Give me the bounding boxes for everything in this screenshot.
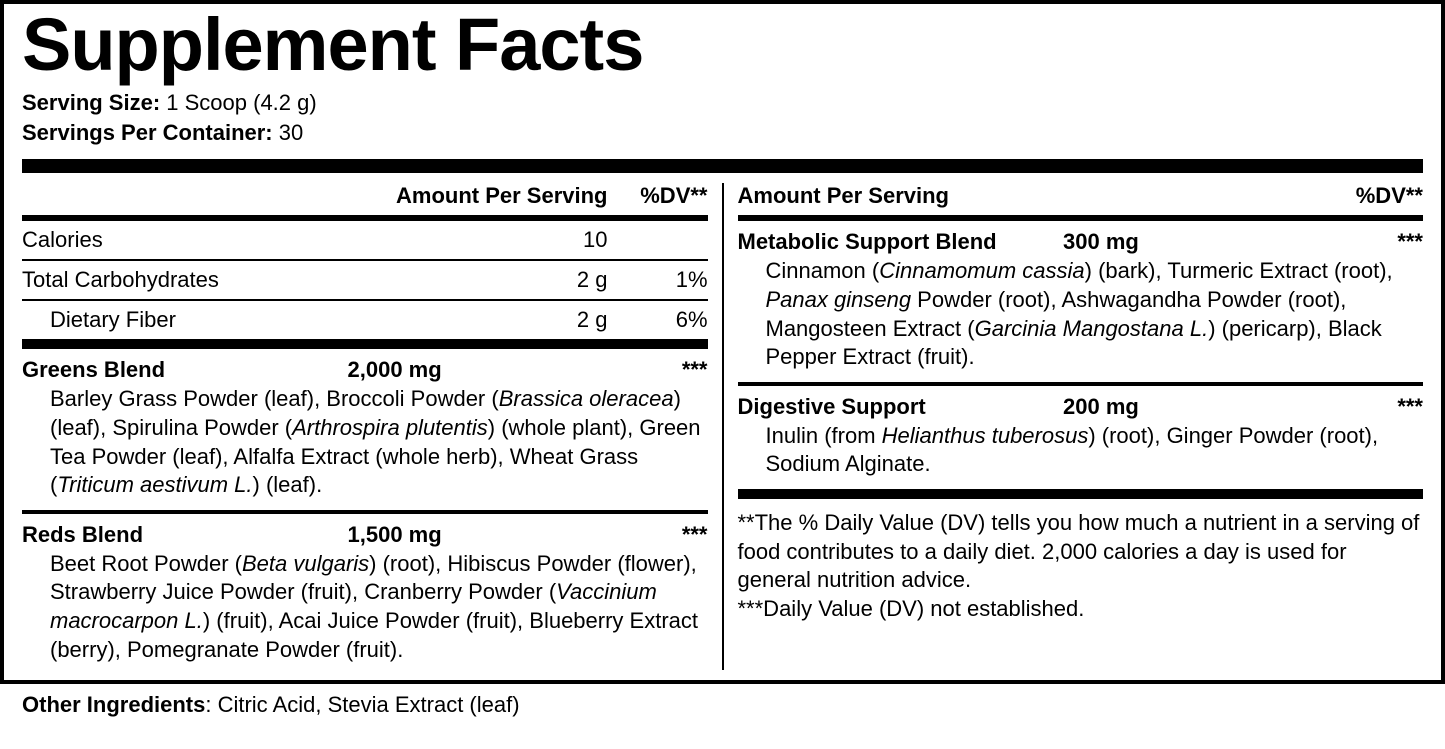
blend-amount: 2,000 mg xyxy=(308,357,608,383)
blend-dv: *** xyxy=(608,357,708,383)
serving-size-value: 1 Scoop (4.2 g) xyxy=(166,90,316,115)
blend-digestive: Digestive Support 200 mg *** Inulin (fro… xyxy=(738,386,1424,499)
blend-amount: 1,500 mg xyxy=(308,522,608,548)
blend-dv: *** xyxy=(1323,394,1423,420)
blend-name: Reds Blend xyxy=(22,522,308,548)
footnotes: **The % Daily Value (DV) tells you how m… xyxy=(738,499,1424,633)
servings-per-label: Servings Per Container: xyxy=(22,120,273,145)
other-ingredients-value: : Citric Acid, Stevia Extract (leaf) xyxy=(205,692,519,717)
nutrient-dv xyxy=(608,227,708,253)
header-amount: Amount Per Serving xyxy=(348,183,608,209)
other-ingredients-line: Other Ingredients: Citric Acid, Stevia E… xyxy=(0,684,1445,720)
nutrient-amount: 10 xyxy=(348,227,608,253)
nutrient-dv: 6% xyxy=(608,307,708,333)
header-dv: %DV** xyxy=(1323,183,1423,209)
blend-greens: Greens Blend 2,000 mg *** Barley Grass P… xyxy=(22,349,708,513)
blend-ingredients: Beet Root Powder (Beta vulgaris) (root),… xyxy=(22,548,708,666)
other-ingredients-label: Other Ingredients xyxy=(22,692,205,717)
nutrient-name: Total Carbohydrates xyxy=(22,267,348,293)
blend-metabolic: Metabolic Support Blend 300 mg *** Cinna… xyxy=(738,221,1424,385)
nutrient-dv: 1% xyxy=(608,267,708,293)
nutrient-name: Calories xyxy=(22,227,348,253)
column-right: Amount Per Serving %DV** Metabolic Suppo… xyxy=(724,179,1424,674)
columns: Amount Per Serving %DV** Calories 10 Tot… xyxy=(22,179,1423,674)
panel-title: Supplement Facts xyxy=(22,8,1423,82)
column-header-right: Amount Per Serving %DV** xyxy=(738,179,1424,221)
serving-size-line: Serving Size: 1 Scoop (4.2 g) xyxy=(22,88,1423,118)
servings-per-line: Servings Per Container: 30 xyxy=(22,118,1423,148)
header-dv: %DV** xyxy=(608,183,708,209)
nutrient-row-calories: Calories 10 xyxy=(22,221,708,261)
nutrient-row-carbs: Total Carbohydrates 2 g 1% xyxy=(22,261,708,301)
nutrient-name: Dietary Fiber xyxy=(22,307,348,333)
blend-ingredients: Inulin (from Helianthus tuberosus) (root… xyxy=(738,420,1424,481)
servings-per-value: 30 xyxy=(279,120,303,145)
serving-size-label: Serving Size: xyxy=(22,90,160,115)
blend-amount: 300 mg xyxy=(1023,229,1323,255)
nutrient-amount: 2 g xyxy=(348,267,608,293)
blend-ingredients: Cinnamon (Cinnamomum cassia) (bark), Tur… xyxy=(738,255,1424,373)
blend-name: Greens Blend xyxy=(22,357,308,383)
column-left: Amount Per Serving %DV** Calories 10 Tot… xyxy=(22,179,722,674)
header-amount: Amount Per Serving xyxy=(738,183,1064,209)
nutrient-row-fiber: Dietary Fiber 2 g 6% xyxy=(22,301,708,349)
nutrient-amount: 2 g xyxy=(348,307,608,333)
blend-name: Metabolic Support Blend xyxy=(738,229,1024,255)
footnote-established: ***Daily Value (DV) not established. xyxy=(738,595,1424,624)
footnote-dv: **The % Daily Value (DV) tells you how m… xyxy=(738,509,1424,595)
blend-ingredients: Barley Grass Powder (leaf), Broccoli Pow… xyxy=(22,383,708,501)
column-header-left: Amount Per Serving %DV** xyxy=(22,179,708,221)
blend-dv: *** xyxy=(608,522,708,548)
blend-dv: *** xyxy=(1323,229,1423,255)
blend-name: Digestive Support xyxy=(738,394,1024,420)
blend-amount: 200 mg xyxy=(1023,394,1323,420)
supplement-facts-panel: Supplement Facts Serving Size: 1 Scoop (… xyxy=(0,0,1445,684)
blend-reds: Reds Blend 1,500 mg *** Beet Root Powder… xyxy=(22,514,708,674)
divider-bar xyxy=(22,159,1423,173)
